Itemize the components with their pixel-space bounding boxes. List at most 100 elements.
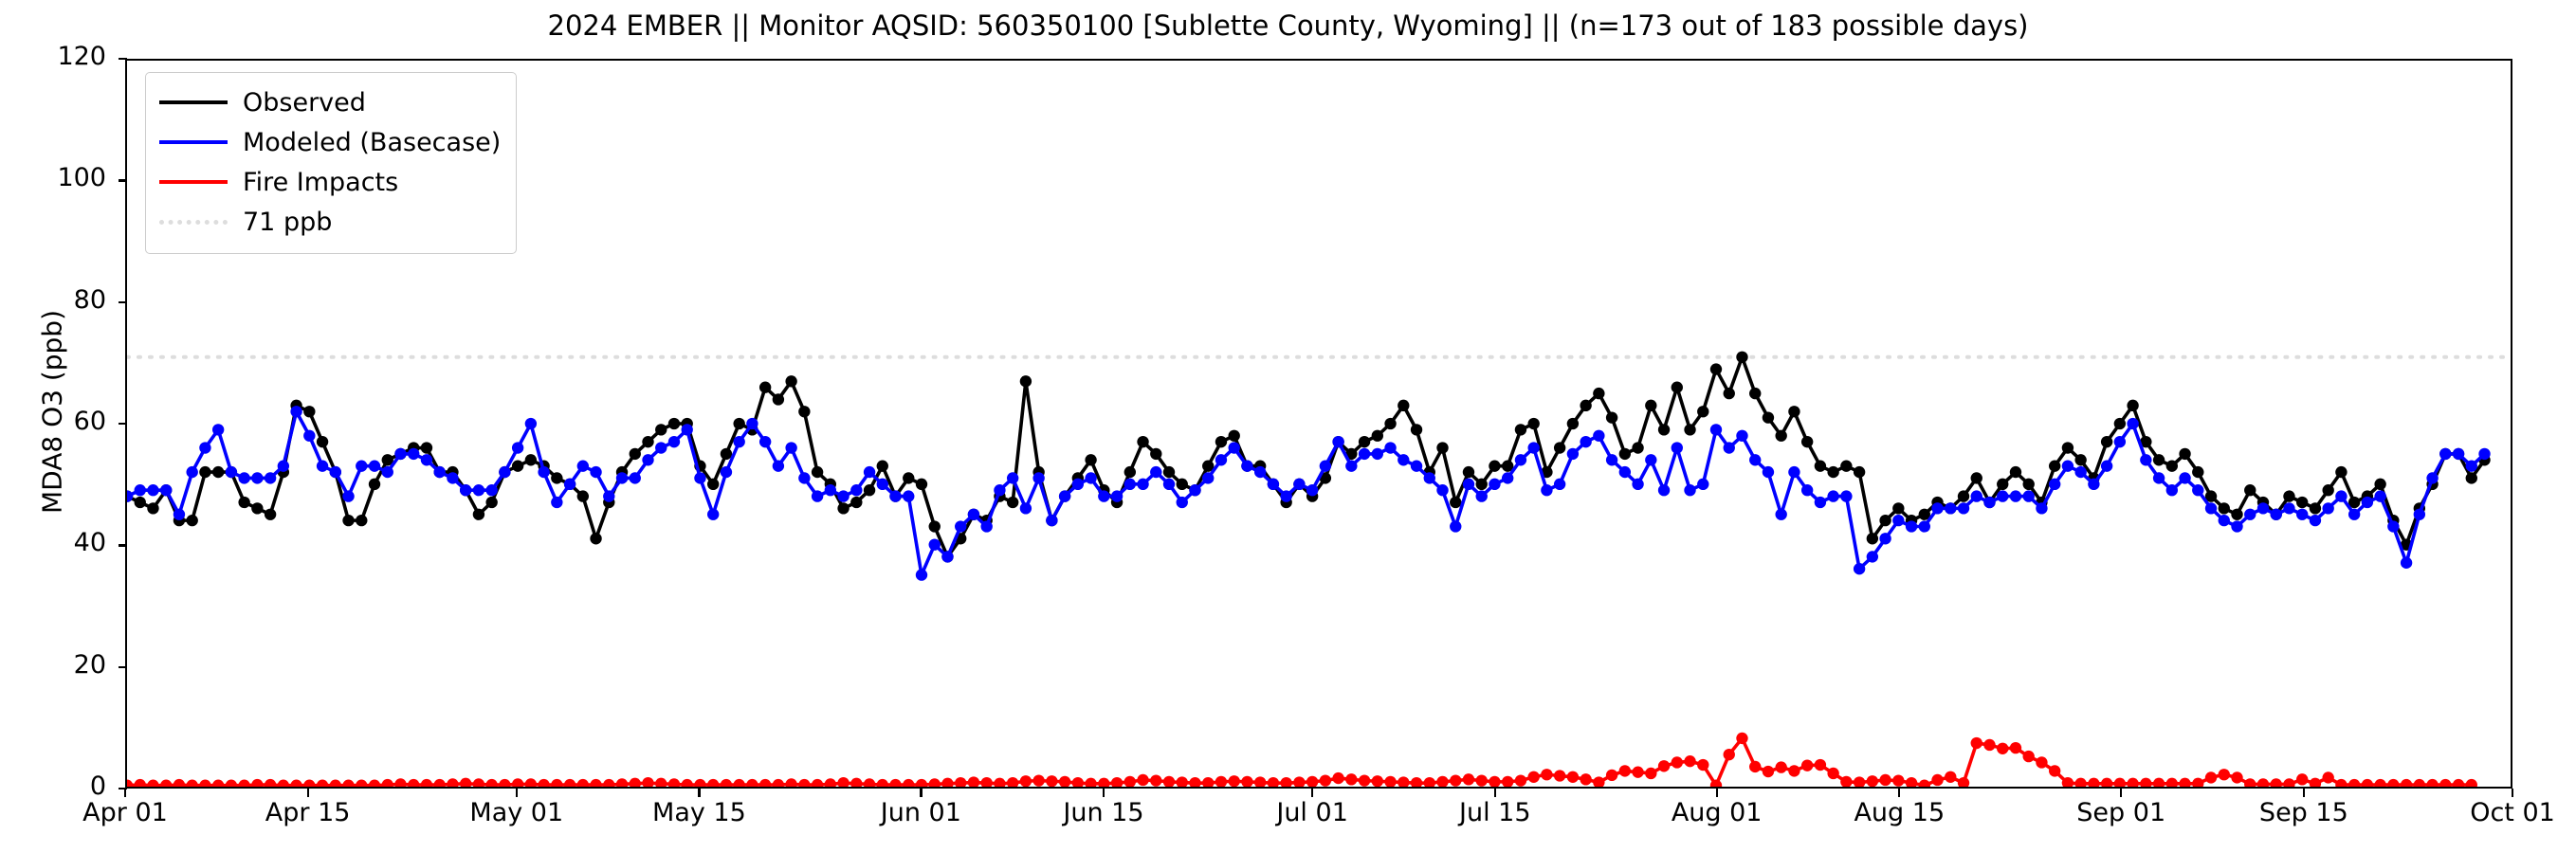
series-fire-impacts-point: [655, 777, 667, 787]
series-observed-point: [1410, 424, 1423, 436]
series-fire-impacts-point: [485, 778, 498, 787]
series-observed-point: [238, 496, 250, 509]
series-modeled-basecase-point: [1514, 454, 1527, 466]
series-observed-point: [485, 496, 498, 509]
series-observed-point: [1371, 429, 1384, 442]
series-fire-impacts-point: [863, 778, 876, 787]
series-fire-impacts-point: [1918, 779, 1930, 787]
series-modeled-basecase-point: [1358, 447, 1371, 461]
series-fire-impacts-point: [1293, 776, 1306, 787]
series-fire-impacts-point: [772, 778, 785, 787]
series-fire-impacts-point: [941, 777, 954, 787]
series-fire-impacts-point: [1137, 773, 1149, 787]
series-observed-point: [2009, 465, 2022, 479]
series-modeled-basecase-point: [1332, 435, 1344, 448]
series-fire-impacts-point: [1527, 771, 1540, 783]
series-observed-point: [1019, 375, 1032, 388]
series-modeled-basecase-point: [147, 484, 159, 497]
series-fire-impacts-point: [2256, 778, 2270, 787]
series-fire-impacts-point: [2322, 771, 2334, 784]
x-tick-label: Apr 15: [265, 798, 351, 827]
series-fire-impacts-point: [798, 778, 811, 787]
series-modeled-basecase-point: [1098, 490, 1110, 502]
series-fire-impacts-point: [551, 778, 563, 787]
x-tick-mark: [1898, 789, 1901, 797]
series-observed-point: [1319, 472, 1332, 484]
series-modeled-basecase-point: [941, 551, 954, 563]
series-modeled-basecase-point: [1879, 533, 1891, 545]
series-fire-impacts-point: [1150, 774, 1162, 787]
series-observed-point: [1502, 460, 1514, 472]
series-fire-impacts-point: [1983, 738, 1996, 752]
series-fire-impacts-point: [1514, 774, 1527, 787]
series-modeled-basecase-point: [642, 454, 654, 466]
series-fire-impacts-point: [1566, 771, 1580, 783]
series-fire-impacts-point: [1762, 765, 1775, 778]
series-fire-impacts-point: [1671, 756, 1683, 769]
series-observed-point: [356, 514, 368, 527]
series-modeled-basecase-point: [1945, 502, 1957, 515]
series-modeled-basecase-point: [1762, 465, 1775, 479]
series-modeled-basecase-point: [1814, 496, 1827, 509]
series-observed-point: [772, 393, 785, 406]
series-fire-impacts-point: [928, 778, 941, 787]
series-modeled-basecase-point: [2256, 502, 2270, 515]
series-modeled-basecase-point: [694, 472, 706, 484]
series-modeled-basecase-point: [1697, 478, 1709, 491]
series-modeled-basecase-point: [798, 472, 811, 484]
series-observed-point: [1853, 465, 1866, 479]
series-modeled-basecase-point: [1398, 454, 1410, 466]
series-fire-impacts-point: [994, 777, 1006, 787]
series-observed-point: [1384, 417, 1397, 430]
series-fire-impacts-point: [1684, 755, 1696, 768]
series-observed-point: [1775, 429, 1787, 442]
series-fire-impacts-point: [980, 777, 993, 787]
series-fire-impacts-point: [238, 779, 250, 787]
series-fire-impacts-point: [290, 779, 302, 787]
series-observed-point: [2140, 435, 2152, 448]
series-observed-point: [1997, 478, 2009, 491]
series-fire-impacts-point: [2426, 778, 2439, 787]
series-fire-impacts-point: [1553, 770, 1566, 782]
series-fire-impacts-point: [1489, 775, 1501, 787]
series-fire-impacts-point: [1124, 775, 1136, 787]
series-modeled-basecase-point: [1800, 484, 1814, 497]
x-tick-label: May 15: [652, 798, 746, 827]
series-modeled-basecase-point: [1684, 484, 1696, 497]
series-fire-impacts-point: [186, 779, 198, 787]
series-observed-point: [1553, 442, 1566, 454]
x-tick-label: Sep 01: [2076, 798, 2166, 827]
series-modeled-basecase-point: [667, 435, 681, 448]
series-observed-point: [876, 460, 888, 472]
series-observed-point: [863, 484, 876, 497]
series-fire-impacts-point: [903, 778, 915, 787]
series-observed-point: [2296, 496, 2309, 509]
series-fire-impacts-point: [2204, 771, 2218, 784]
y-tick-mark: [119, 544, 127, 547]
series-modeled-basecase-point: [837, 490, 850, 502]
series-fire-impacts-point: [2452, 778, 2465, 787]
series-fire-impacts-point: [733, 778, 745, 787]
series-modeled-basecase-point: [1645, 454, 1657, 466]
series-observed-point: [2283, 490, 2295, 502]
series-observed-point: [2348, 496, 2361, 509]
series-modeled-basecase-point: [1918, 520, 1930, 533]
series-fire-impacts-point: [667, 778, 681, 787]
series-fire-impacts-point: [1970, 736, 1982, 750]
series-fire-impacts-point: [1110, 777, 1124, 787]
series-observed-point: [1462, 465, 1475, 479]
series-modeled-basecase-point: [2113, 435, 2127, 448]
series-modeled-basecase-point: [1241, 460, 1253, 472]
series-fire-impacts-point: [173, 778, 186, 787]
series-fire-impacts-point: [1814, 758, 1827, 771]
series-modeled-basecase-point: [1345, 460, 1358, 472]
series-fire-impacts-point: [420, 778, 433, 787]
series-observed-point: [1580, 399, 1592, 412]
series-observed-point: [2204, 490, 2218, 502]
series-fire-impacts-point: [2361, 778, 2374, 787]
series-fire-impacts-point: [511, 778, 524, 787]
series-fire-impacts-point: [1176, 776, 1188, 787]
y-tick-label: 120: [57, 42, 106, 71]
series-observed-point: [1684, 424, 1696, 436]
series-observed-point: [2061, 442, 2074, 454]
